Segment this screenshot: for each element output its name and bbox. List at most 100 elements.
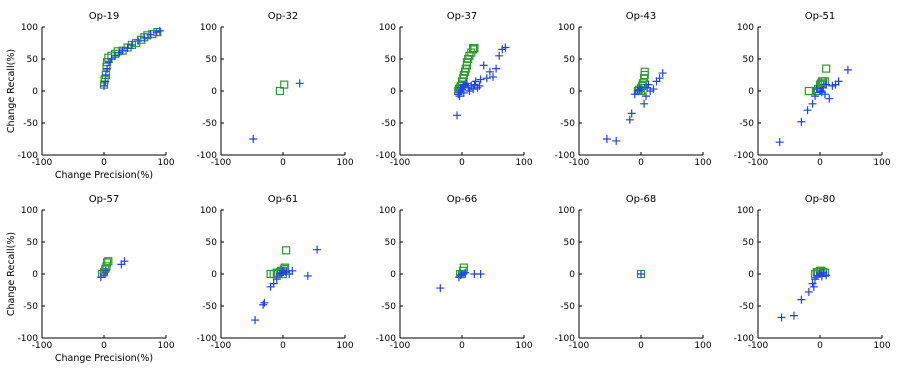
plus-point [809, 282, 818, 291]
plus-point [123, 44, 132, 53]
plus-point [602, 135, 611, 143]
x-tick-label: -100 [211, 341, 232, 351]
y-tick-label: 0 [32, 87, 38, 97]
y-tick-label: 0 [211, 270, 217, 280]
plus-point [455, 92, 464, 101]
plus-point [249, 135, 258, 143]
x-tick-label: 0 [459, 158, 465, 168]
plus-point [808, 99, 817, 108]
y-axis-label: Change Recall(%) [6, 49, 17, 133]
plus-point [101, 77, 110, 86]
plus-point [476, 270, 485, 278]
panel-title: Op-57 [89, 194, 120, 205]
panel-title: Op-19 [89, 11, 120, 22]
y-tick-label: 50 [743, 55, 755, 65]
y-tick-label: 50 [206, 55, 218, 65]
y-tick-label: -100 [555, 334, 576, 344]
x-tick-label: -100 [390, 341, 411, 351]
x-tick-label: 100 [873, 341, 890, 351]
x-tick-label: -100 [211, 158, 232, 168]
y-tick-label: -100 [376, 334, 397, 344]
plus-point [101, 266, 110, 275]
plus-point [843, 65, 852, 74]
plus-point [461, 268, 470, 277]
y-tick-label: 0 [390, 270, 396, 280]
plus-point [817, 88, 826, 97]
y-tick-label: 50 [564, 55, 576, 65]
plus-point [475, 81, 484, 90]
plus-point [459, 88, 468, 97]
plus-point [103, 64, 112, 73]
plus-point [127, 40, 136, 49]
x-tick-label: 0 [638, 158, 644, 168]
y-tick-label: -100 [197, 151, 218, 161]
y-tick-label: 50 [743, 238, 755, 248]
plus-point [288, 266, 297, 275]
square-point [102, 258, 112, 267]
plus-point [120, 257, 129, 266]
y-tick-label: 50 [27, 238, 39, 248]
y-tick-label: -50 [23, 119, 38, 129]
y-tick-label: 100 [379, 23, 396, 33]
y-tick-label: -100 [734, 151, 755, 161]
x-tick-label: 100 [515, 158, 532, 168]
plus-point [259, 300, 268, 309]
y-tick-label: -100 [18, 334, 39, 344]
square-point [470, 44, 479, 53]
x-tick-label: 0 [101, 158, 107, 168]
panel-title: Op-61 [268, 194, 299, 205]
plus-point [804, 287, 813, 296]
panel-title: Op-37 [447, 11, 478, 22]
y-tick-label: 0 [32, 270, 38, 280]
square-point [113, 47, 122, 56]
plus-point [277, 268, 286, 277]
y-tick-label: 50 [385, 55, 397, 65]
x-axis-label: Change Precision(%) [55, 353, 153, 364]
plus-point [155, 26, 164, 35]
x-tick-label: -100 [32, 341, 53, 351]
square-point [804, 86, 813, 96]
square-point [638, 79, 647, 88]
plus-point [789, 311, 798, 320]
plus-point [134, 37, 143, 46]
plus-point [303, 271, 312, 280]
panel-title: Op-66 [447, 194, 478, 205]
plus-point [465, 87, 474, 95]
x-tick-label: 100 [336, 341, 353, 351]
x-tick-label: 100 [694, 341, 711, 351]
plus-point [456, 271, 465, 280]
plus-point [797, 295, 806, 304]
x-tick-label: 0 [817, 341, 823, 351]
y-tick-label: -50 [23, 302, 38, 312]
y-tick-label: 50 [564, 238, 576, 248]
plus-point [817, 272, 826, 281]
square-point [148, 29, 157, 39]
plus-point [251, 316, 260, 325]
plus-point [471, 77, 480, 86]
y-tick-label: 0 [569, 87, 575, 97]
plus-point [101, 71, 110, 79]
y-tick-label: 50 [206, 238, 218, 248]
plus-point [479, 61, 488, 70]
y-tick-label: -100 [555, 151, 576, 161]
x-tick-label: 0 [459, 341, 465, 351]
panel-title: Op-32 [268, 11, 299, 22]
plus-point [436, 284, 445, 293]
y-tick-label: 0 [569, 270, 575, 280]
y-tick-label: 100 [558, 206, 575, 216]
y-tick-label: -50 [202, 119, 217, 129]
plus-point [489, 72, 497, 81]
plus-point [641, 92, 650, 101]
panel-title: Op-43 [626, 11, 657, 22]
plus-point [453, 111, 462, 120]
y-tick-label: -50 [381, 119, 396, 129]
y-tick-label: -50 [202, 302, 217, 312]
y-tick-label: 100 [737, 206, 754, 216]
y-tick-label: 100 [200, 206, 217, 216]
panel-title: Op-68 [626, 194, 657, 205]
plus-point [313, 245, 322, 254]
square-point [280, 80, 289, 89]
square-point [102, 62, 111, 71]
x-tick-label: -100 [569, 158, 590, 168]
panel-title: Op-80 [805, 194, 836, 205]
